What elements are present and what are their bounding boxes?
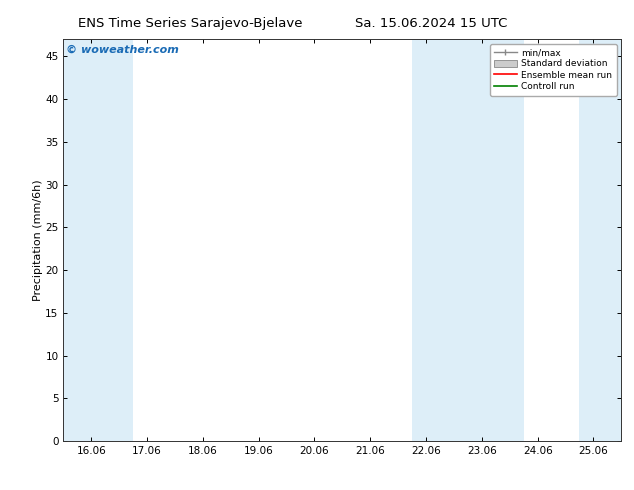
Text: Sa. 15.06.2024 15 UTC: Sa. 15.06.2024 15 UTC xyxy=(355,17,507,30)
Bar xyxy=(579,39,621,441)
Bar xyxy=(412,39,524,441)
Text: ENS Time Series Sarajevo-Bjelave: ENS Time Series Sarajevo-Bjelave xyxy=(78,17,302,30)
Bar xyxy=(63,39,133,441)
Y-axis label: Precipitation (mm/6h): Precipitation (mm/6h) xyxy=(32,179,42,301)
Text: © woweather.com: © woweather.com xyxy=(66,45,179,55)
Legend: min/max, Standard deviation, Ensemble mean run, Controll run: min/max, Standard deviation, Ensemble me… xyxy=(489,44,617,96)
